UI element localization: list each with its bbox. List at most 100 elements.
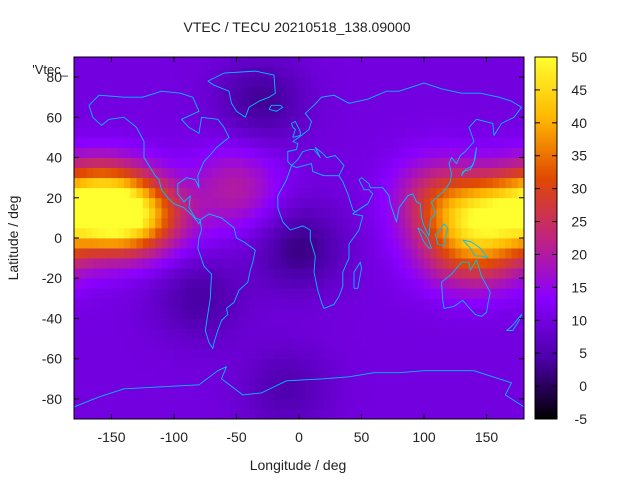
- heatmap-cell: [267, 197, 275, 209]
- heatmap-cell: [249, 67, 256, 78]
- heatmap-cell: [349, 87, 356, 98]
- heatmap-cell: [436, 328, 444, 339]
- heatmap-cell: [374, 298, 381, 309]
- heatmap-cell: [142, 298, 150, 309]
- y-axis-label: Latitude / deg: [5, 196, 21, 281]
- heatmap-cell: [311, 408, 319, 420]
- heatmap-cell: [399, 288, 406, 299]
- heatmap-cell: [511, 338, 519, 350]
- colorbar-tick-label: -5: [575, 411, 588, 427]
- heatmap-cell: [261, 248, 269, 259]
- heatmap-cell: [255, 77, 262, 88]
- heatmap-cell: [299, 187, 306, 199]
- heatmap-cell: [342, 147, 350, 158]
- heatmap-cell: [224, 388, 231, 400]
- heatmap-cell: [374, 57, 381, 68]
- heatmap-cell: [149, 57, 156, 68]
- heatmap-cell: [224, 87, 231, 98]
- heatmap-cell: [205, 127, 212, 138]
- heatmap-cell: [392, 207, 400, 219]
- heatmap-cell: [424, 77, 431, 88]
- heatmap-cell: [311, 358, 319, 370]
- heatmap-cell: [380, 288, 387, 299]
- heatmap-cell: [424, 167, 431, 179]
- heatmap-cell: [205, 137, 212, 148]
- heatmap-cell: [124, 378, 131, 390]
- heatmap-cell: [274, 177, 281, 189]
- heatmap-cell: [436, 308, 444, 319]
- heatmap-cell: [286, 57, 294, 68]
- heatmap-cell: [192, 227, 200, 239]
- heatmap-cell: [399, 348, 406, 360]
- heatmap-cell: [399, 268, 406, 279]
- heatmap-cell: [486, 368, 494, 380]
- heatmap-cell: [480, 338, 487, 350]
- heatmap-cell: [317, 298, 325, 309]
- heatmap-cell: [261, 57, 269, 68]
- heatmap-cell: [124, 147, 131, 158]
- heatmap-cell: [342, 248, 350, 259]
- heatmap-cell: [511, 127, 519, 138]
- heatmap-cell: [230, 57, 237, 68]
- heatmap-cell: [374, 288, 381, 299]
- heatmap-cell: [199, 107, 206, 118]
- heatmap-cell: [330, 238, 337, 249]
- heatmap-cell: [267, 368, 275, 380]
- heatmap-cell: [230, 368, 237, 380]
- heatmap-cell: [511, 388, 519, 400]
- heatmap-cell: [105, 278, 112, 289]
- heatmap-cell: [280, 348, 287, 360]
- heatmap-cell: [399, 167, 406, 179]
- heatmap-cell: [192, 238, 200, 249]
- heatmap-cell: [174, 217, 181, 229]
- heatmap-cell: [442, 127, 450, 138]
- heatmap-cell: [86, 298, 94, 309]
- heatmap-cell: [474, 177, 481, 189]
- heatmap-cell: [336, 278, 344, 289]
- heatmap-cell: [236, 57, 244, 68]
- heatmap-cell: [267, 177, 275, 189]
- heatmap-cell: [511, 328, 519, 339]
- heatmap-cell: [217, 157, 225, 169]
- heatmap-cell: [392, 328, 400, 339]
- heatmap-cell: [274, 318, 281, 329]
- heatmap-cell: [261, 348, 269, 360]
- heatmap-cell: [430, 87, 437, 98]
- heatmap-cell: [161, 338, 169, 350]
- heatmap-cell: [255, 348, 262, 360]
- heatmap-cell: [349, 398, 356, 410]
- heatmap-cell: [505, 227, 512, 239]
- heatmap-cell: [224, 358, 231, 370]
- heatmap-cell: [355, 57, 362, 68]
- heatmap-cell: [142, 328, 150, 339]
- heatmap-cell: [324, 398, 331, 410]
- heatmap-cell: [205, 328, 212, 339]
- heatmap-cell: [505, 288, 512, 299]
- heatmap-cell: [180, 298, 187, 309]
- heatmap-cell: [330, 137, 337, 148]
- heatmap-cell: [499, 388, 506, 400]
- heatmap-cell: [105, 167, 112, 179]
- heatmap-cell: [255, 398, 262, 410]
- heatmap-cell: [230, 207, 237, 219]
- heatmap-cell: [292, 388, 300, 400]
- heatmap-cell: [305, 408, 312, 420]
- heatmap-cell: [374, 177, 381, 189]
- heatmap-cell: [511, 278, 519, 289]
- heatmap-cell: [324, 137, 331, 148]
- heatmap-cell: [249, 278, 256, 289]
- heatmap-cell: [492, 97, 500, 108]
- heatmap-cell: [399, 77, 406, 88]
- heatmap-cell: [211, 358, 219, 370]
- heatmap-cell: [361, 268, 369, 279]
- heatmap-cell: [117, 97, 125, 108]
- heatmap-cell: [342, 238, 350, 249]
- heatmap-cell: [411, 107, 419, 118]
- heatmap-cell: [124, 338, 131, 350]
- heatmap-cell: [180, 127, 187, 138]
- heatmap-cell: [511, 238, 519, 249]
- heatmap-cell: [517, 157, 525, 169]
- heatmap-cell: [492, 378, 500, 390]
- heatmap-cell: [217, 258, 225, 269]
- heatmap-cell: [367, 67, 375, 78]
